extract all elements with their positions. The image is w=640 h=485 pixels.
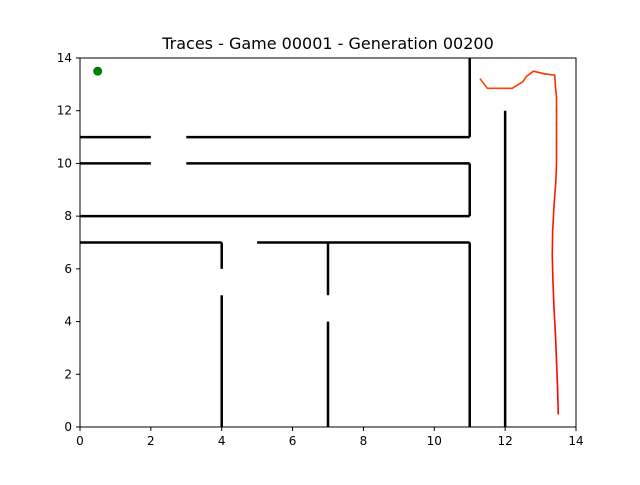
chart-title: Traces - Game 00001 - Generation 00200 xyxy=(161,34,494,53)
x-tick-label: 4 xyxy=(218,434,226,448)
x-tick-label: 8 xyxy=(360,434,368,448)
trace-segment xyxy=(556,163,557,181)
y-tick-label: 8 xyxy=(64,209,72,223)
trace-segment xyxy=(553,282,554,308)
y-tick-label: 14 xyxy=(57,51,72,65)
x-tick-label: 6 xyxy=(289,434,297,448)
trace-segment xyxy=(555,335,556,361)
x-tick-label: 10 xyxy=(427,434,442,448)
goal-point xyxy=(93,67,102,76)
trace-segment xyxy=(555,87,556,98)
y-tick-label: 10 xyxy=(57,156,72,170)
trace-segment xyxy=(552,256,553,282)
y-tick-label: 0 xyxy=(64,420,72,434)
trace-segment xyxy=(558,387,559,413)
x-tick-label: 0 xyxy=(76,434,84,448)
x-tick-label: 12 xyxy=(498,434,513,448)
goal-layer xyxy=(93,67,102,76)
x-tick-label: 14 xyxy=(568,434,583,448)
y-tick-label: 12 xyxy=(57,104,72,118)
x-tick-label: 2 xyxy=(147,434,155,448)
trace-segment xyxy=(557,361,558,387)
y-tick-label: 2 xyxy=(64,367,72,381)
trace-segment xyxy=(555,75,556,87)
y-tick-label: 6 xyxy=(64,262,72,276)
y-tick-label: 4 xyxy=(64,315,72,329)
